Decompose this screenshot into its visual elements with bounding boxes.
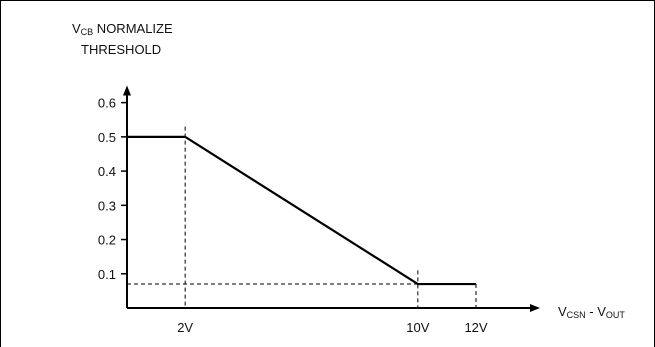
y-axis-title-line2: THRESHOLD (81, 42, 161, 57)
y-tick-label: 0.2 (98, 233, 116, 248)
y-axis-arrow (123, 85, 131, 96)
threshold-curve (127, 135, 477, 286)
data-series (127, 135, 477, 286)
y-tick-label: 0.4 (98, 164, 116, 179)
guide-lines (127, 126, 477, 308)
x-tick-label: 2V (177, 320, 193, 335)
axes (123, 85, 540, 312)
x-tick-label: 12V (464, 320, 487, 335)
y-tick-label: 0.1 (98, 267, 116, 282)
x-tick-label: 10V (406, 320, 429, 335)
y-tick-label: 0.6 (98, 96, 116, 111)
x-ticks: 2V 10V 12V (177, 320, 488, 335)
x-axis-arrow (530, 304, 540, 312)
y-tick-label: 0.3 (98, 198, 116, 213)
y-tick-label: 0.5 (98, 130, 116, 145)
y-axis-title-line1: VCB NORMALIZE (72, 21, 173, 37)
y-ticks: 0.1 0.2 0.3 0.4 0.5 0.6 (98, 96, 127, 282)
x-axis-title: VCSN - VOUT (558, 304, 625, 320)
